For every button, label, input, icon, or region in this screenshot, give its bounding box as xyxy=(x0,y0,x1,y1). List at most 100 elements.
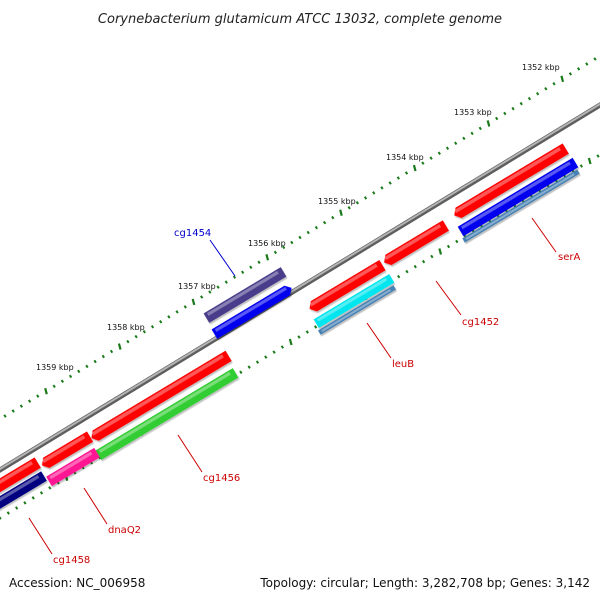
outer-ruler-tick xyxy=(306,230,310,235)
feature-cg1454 xyxy=(203,267,287,323)
outer-ruler-tick xyxy=(159,320,163,324)
feature-serA-blue xyxy=(457,157,579,237)
outer-ruler-tick xyxy=(396,176,400,180)
inner-ruler-tick xyxy=(413,264,417,269)
outer-ruler-tick xyxy=(273,250,278,255)
gene-label: cg1452 xyxy=(462,317,499,328)
outer-ruler-tick xyxy=(388,181,392,185)
outer-ruler-tick xyxy=(331,215,335,220)
inner-ruler-tick xyxy=(596,154,600,158)
outer-ruler-tick xyxy=(27,399,32,403)
outer-ruler-tick xyxy=(544,86,548,91)
outer-ruler-tick xyxy=(404,171,409,175)
label-leader-line xyxy=(366,322,392,359)
inner-ruler-tick xyxy=(48,486,52,490)
gene-label: leuB xyxy=(392,359,414,370)
feature-cg1456-green xyxy=(95,368,239,460)
inner-ruler-tick xyxy=(297,335,301,339)
outer-ruler-tick xyxy=(372,191,376,195)
outer-ruler-tick xyxy=(495,116,499,121)
outer-ruler-tick xyxy=(519,101,523,106)
outer-ruler-tick xyxy=(265,254,270,261)
outer-ruler-tick xyxy=(380,186,384,190)
feature-dnaQ2-magenta xyxy=(46,447,100,487)
inner-ruler-tick xyxy=(39,491,44,495)
outer-ruler-tick xyxy=(109,349,114,354)
outer-ruler-tick xyxy=(527,96,532,101)
inner-ruler-tick xyxy=(31,496,35,500)
feature-cg1458-cds xyxy=(0,457,41,497)
inner-ruler-tick xyxy=(280,345,285,349)
accession-text: Accession: NC_006958 xyxy=(9,576,145,590)
inner-ruler-tick xyxy=(446,244,451,249)
inner-ruler-tick xyxy=(288,338,293,346)
kbp-label: 1359 kbp xyxy=(36,363,74,372)
inner-ruler-tick xyxy=(23,501,27,505)
outer-ruler-tick xyxy=(3,414,7,418)
outer-ruler-tick xyxy=(363,196,368,200)
outer-ruler-tick xyxy=(52,384,56,389)
outer-ruler-tick xyxy=(576,67,581,71)
inner-ruler-tick xyxy=(397,274,401,279)
inner-ruler-tick xyxy=(421,259,426,264)
outer-ruler-tick xyxy=(462,136,466,141)
genome-backbone xyxy=(0,102,600,473)
outer-ruler-tick xyxy=(224,280,228,284)
outer-ruler-tick xyxy=(142,329,146,334)
outer-ruler-tick xyxy=(339,209,343,216)
outer-ruler-tick xyxy=(167,315,171,319)
kbp-label: 1352 kbp xyxy=(522,63,560,72)
gene-label: dnaQ2 xyxy=(108,525,141,536)
feature-leuB-slate xyxy=(317,285,397,335)
outer-ruler-tick xyxy=(568,72,573,76)
outer-ruler-tick xyxy=(241,270,245,274)
inner-ruler-tick xyxy=(272,350,276,354)
outer-ruler-tick xyxy=(208,290,212,294)
outer-ruler-tick xyxy=(314,225,319,230)
outer-ruler-tick xyxy=(101,354,105,359)
outer-ruler-tick xyxy=(134,334,138,339)
outer-ruler-tick xyxy=(429,156,433,160)
inner-ruler-tick xyxy=(6,511,10,515)
label-leader-line xyxy=(209,239,236,277)
inner-ruler-tick xyxy=(430,254,434,259)
label-leader-line xyxy=(435,280,462,316)
feature-serA-slate xyxy=(462,169,580,243)
gene-label: cg1458 xyxy=(53,555,90,566)
inner-ruler-tick xyxy=(455,239,459,244)
outer-ruler-tick xyxy=(44,387,48,395)
outer-ruler-tick xyxy=(232,275,237,279)
label-leader-line xyxy=(177,434,203,473)
inner-ruler-tick xyxy=(438,248,443,255)
outer-ruler-tick xyxy=(175,310,179,314)
outer-ruler-tick xyxy=(536,91,540,96)
inner-ruler-tick xyxy=(14,506,19,510)
inner-ruler-tick xyxy=(0,516,2,520)
outer-ruler-tick xyxy=(437,151,441,155)
outer-ruler-tick xyxy=(511,106,515,111)
outer-ruler-tick xyxy=(126,339,130,344)
inner-ruler-tick xyxy=(255,360,260,364)
inner-ruler-tick xyxy=(264,355,268,359)
kbp-label: 1357 kbp xyxy=(178,282,216,291)
inner-ruler-tick xyxy=(313,325,318,329)
gene-labels: cg1454 serA cg1452 leuB cg1456 dnaQ2 cg1458 xyxy=(28,217,580,566)
ruler-labels: 1352 kbp 1353 kbp 1354 kbp 1355 kbp 1356 kbp… xyxy=(36,63,560,372)
backbone-highlight xyxy=(0,102,600,471)
outer-ruler-tick xyxy=(249,265,253,270)
outer-ruler-tick xyxy=(77,369,81,374)
outer-ruler-tick xyxy=(68,374,73,379)
outer-ruler-tick xyxy=(85,364,89,369)
outer-ruler-tick xyxy=(412,164,417,172)
outer-ruler-tick xyxy=(117,343,122,350)
outer-ruler-tick xyxy=(552,82,556,86)
inner-ruler-tick xyxy=(579,164,584,168)
outer-ruler-tick xyxy=(150,324,155,329)
label-leader-line xyxy=(531,217,557,253)
outer-ruler-tick xyxy=(36,394,40,398)
feature-leuB-cds xyxy=(309,259,386,312)
kbp-label: 1356 kbp xyxy=(248,239,286,248)
outer-ruler-tick xyxy=(19,404,24,408)
outer-ruler-tick xyxy=(454,141,458,146)
inner-ruler-tick xyxy=(247,365,251,369)
